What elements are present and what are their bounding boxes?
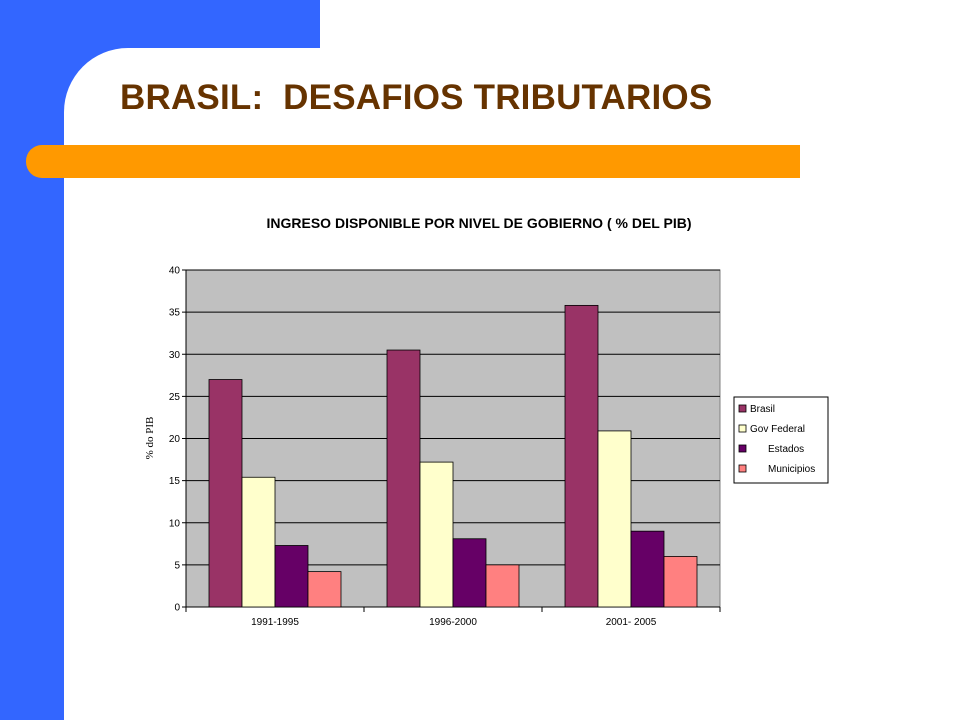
x-tick-label: 2001- 2005 bbox=[606, 617, 657, 628]
bar-estados bbox=[274, 545, 309, 608]
accent-bar bbox=[26, 145, 800, 178]
legend-label: Estados bbox=[768, 444, 804, 455]
plot-area: 0 5 10 15 20 25 30 35 40 1991-1995 1996-2000 2001- … bbox=[169, 266, 721, 628]
y-tick-label: 30 bbox=[169, 350, 181, 361]
y-tick-label: 20 bbox=[169, 434, 181, 445]
bar-brasil bbox=[564, 304, 599, 608]
chart-title: INGRESO DISPONIBLE POR NIVEL DE GOBIERNO… bbox=[267, 215, 692, 231]
bar-brasil bbox=[208, 379, 243, 608]
slide-title: BRASIL: DESAFIOS TRIBUTARIOS bbox=[120, 78, 713, 117]
legend-swatch bbox=[738, 404, 747, 413]
y-tick-label: 10 bbox=[169, 518, 181, 529]
x-tick-label: 1996-2000 bbox=[429, 617, 477, 628]
legend-label: Brasil bbox=[750, 404, 775, 415]
bar-gov-federal bbox=[597, 430, 632, 608]
y-tick-label: 5 bbox=[174, 560, 180, 571]
bar-gov-federal bbox=[419, 461, 454, 608]
y-tick-label: 0 bbox=[174, 603, 180, 614]
bar-brasil bbox=[386, 349, 421, 608]
legend: Brasil Gov Federal Estados Municipios bbox=[733, 396, 829, 484]
y-tick-label: 40 bbox=[169, 266, 181, 277]
legend-box bbox=[733, 396, 829, 484]
legend-swatch bbox=[738, 424, 747, 433]
bar-municipios bbox=[663, 556, 698, 608]
y-tick-label: 15 bbox=[169, 476, 181, 487]
legend-label: Municipios bbox=[768, 464, 815, 475]
x-tick-label: 1991-1995 bbox=[251, 617, 299, 628]
bar-gov-federal bbox=[241, 476, 276, 608]
bar-municipios bbox=[307, 571, 342, 608]
y-tick-label: 25 bbox=[169, 392, 181, 403]
y-tick-label: 35 bbox=[169, 308, 181, 319]
legend-swatch bbox=[738, 444, 747, 453]
legend-swatch bbox=[738, 464, 747, 473]
y-axis-label: % do PIB bbox=[144, 417, 156, 460]
bar-estados bbox=[452, 538, 487, 608]
bar-municipios bbox=[485, 564, 520, 608]
legend-label: Gov Federal bbox=[750, 424, 805, 435]
bar-estados bbox=[630, 530, 665, 608]
